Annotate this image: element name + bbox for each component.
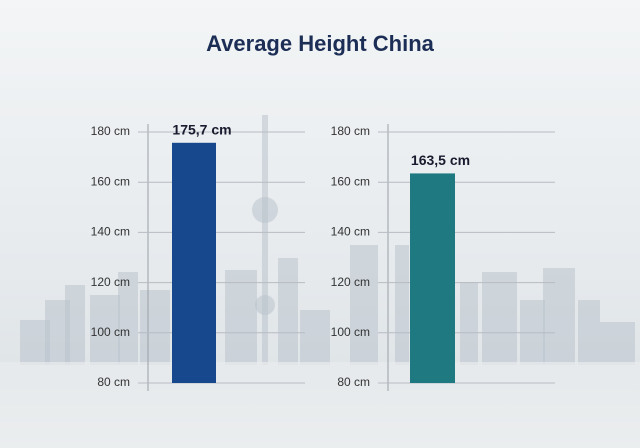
y-tick-label: 160 cm	[331, 174, 370, 188]
bar	[410, 173, 455, 383]
value-label: 163,5 cm	[411, 152, 470, 168]
y-tick-label: 80 cm	[97, 375, 130, 389]
y-tick-label: 80 cm	[337, 375, 370, 389]
y-tick-label: 140 cm	[91, 225, 130, 239]
skyline	[0, 115, 640, 448]
y-tick-label: 100 cm	[331, 325, 370, 339]
y-tick-label: 160 cm	[91, 174, 130, 188]
bar	[172, 142, 216, 383]
y-tick-label: 120 cm	[331, 275, 370, 289]
y-tick-label: 180 cm	[91, 124, 130, 138]
title: Average Height China	[206, 31, 435, 56]
y-tick-label: 100 cm	[91, 325, 130, 339]
value-label: 175,7 cm	[172, 121, 231, 137]
y-tick-label: 180 cm	[331, 124, 370, 138]
y-tick-label: 120 cm	[91, 275, 130, 289]
y-tick-label: 140 cm	[331, 225, 370, 239]
